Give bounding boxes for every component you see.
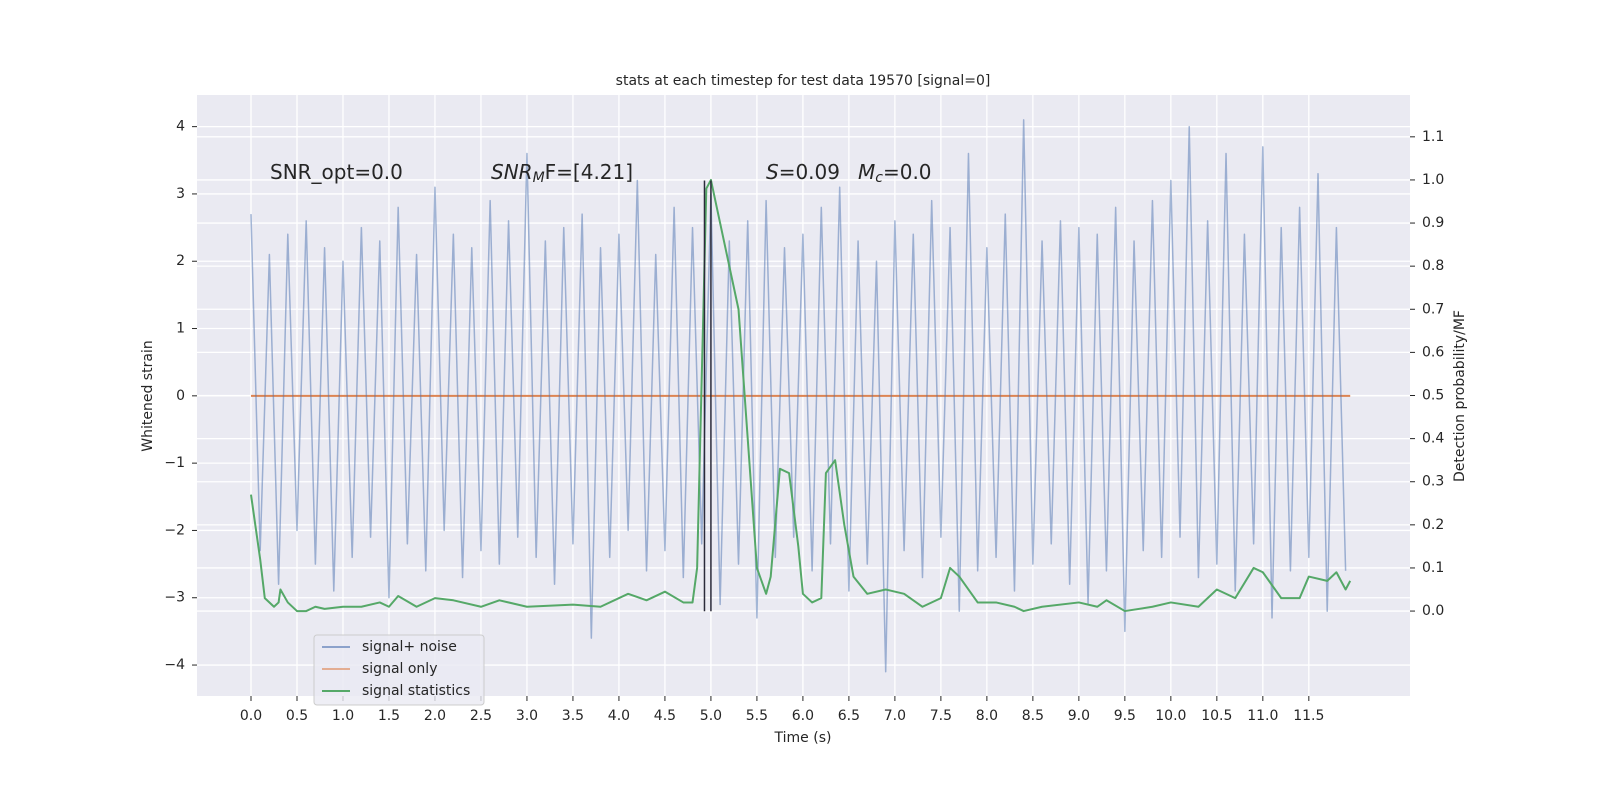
annotation-part: SNR_opt=0.0 <box>270 160 403 184</box>
y-tick-label: −4 <box>164 657 185 673</box>
x-tick-label: 4.5 <box>654 708 676 724</box>
annotation-part: S <box>766 160 779 184</box>
y-tick-label: −2 <box>164 522 185 538</box>
x-tick-label: 8.5 <box>1022 708 1044 724</box>
x-tick-label: 11.5 <box>1293 708 1324 724</box>
y2-tick-label: 0.6 <box>1422 344 1444 360</box>
y-axis-label: Whitened strain <box>140 340 156 451</box>
y-tick-label: 2 <box>176 253 185 269</box>
x-tick-label: 9.5 <box>1114 708 1136 724</box>
x-tick-label: 1.5 <box>378 708 400 724</box>
x-tick-label: 10.0 <box>1155 708 1186 724</box>
x-tick-label: 3.0 <box>516 708 538 724</box>
annotation: S=0.09 <box>766 160 840 184</box>
y2-tick-label: 0.8 <box>1422 258 1444 274</box>
series-line <box>250 119 1347 673</box>
annotation-part: SNR <box>491 160 533 184</box>
x-tick-label: 11.0 <box>1247 708 1278 724</box>
x-axis-label: Time (s) <box>774 730 832 746</box>
x-tick-label: 0.0 <box>240 708 262 724</box>
x-tick-label: 7.5 <box>930 708 952 724</box>
y2-tick-label: 0.0 <box>1422 603 1444 619</box>
annotation-part: F=[4.21] <box>545 160 633 184</box>
x-tick-label: 2.5 <box>470 708 492 724</box>
x-tick-label: 5.5 <box>746 708 768 724</box>
y2-tick-label: 1.0 <box>1422 172 1444 188</box>
legend-label: signal+ noise <box>362 639 457 655</box>
x-tick-label: 8.0 <box>976 708 998 724</box>
y2-tick-label: 0.2 <box>1422 517 1444 533</box>
x-tick-label: 10.5 <box>1201 708 1232 724</box>
annotation-part: c <box>875 170 883 186</box>
y2-tick-label: 0.9 <box>1422 215 1444 231</box>
x-tick-label: 3.5 <box>562 708 584 724</box>
x-tick-label: 0.5 <box>286 708 308 724</box>
annotation: SNRMF=[4.21] <box>491 160 633 187</box>
y-tick-label: 1 <box>176 321 185 337</box>
y2-tick-label: 0.4 <box>1422 431 1444 447</box>
x-tick-label: 6.5 <box>838 708 860 724</box>
y-tick-label: −3 <box>164 590 185 606</box>
legend-label: signal statistics <box>362 683 470 699</box>
annotation-part: =0.09 <box>779 160 840 184</box>
y2-tick-label: 0.7 <box>1422 301 1444 317</box>
y2-tick-label: 0.5 <box>1422 388 1444 404</box>
annotation: Mc=0.0 <box>858 160 932 187</box>
y-tick-label: 0 <box>176 388 185 404</box>
series-line <box>249 178 1352 613</box>
x-tick-label: 5.0 <box>700 708 722 724</box>
y2-tick-label: 0.1 <box>1422 560 1444 576</box>
annotation-part: M <box>858 160 875 184</box>
x-tick-label: 1.0 <box>332 708 354 724</box>
legend-label: signal only <box>362 661 437 677</box>
y2-tick-label: 1.1 <box>1422 129 1444 145</box>
annotation: SNR_opt=0.0 <box>270 160 403 184</box>
legend-box <box>313 634 485 706</box>
y2-axis-label: Detection probability/MF <box>1452 310 1468 482</box>
x-tick-label: 9.0 <box>1068 708 1090 724</box>
y-tick-label: 4 <box>176 119 185 135</box>
y2-tick-label: 0.3 <box>1422 474 1444 490</box>
x-tick-label: 7.0 <box>884 708 906 724</box>
x-tick-label: 4.0 <box>608 708 630 724</box>
chart-title: stats at each timestep for test data 195… <box>616 73 991 89</box>
x-tick-label: 2.0 <box>424 708 446 724</box>
x-tick-label: 6.0 <box>792 708 814 724</box>
annotation-part: =0.0 <box>883 160 932 184</box>
y-tick-label: 3 <box>176 186 185 202</box>
annotation-part: M <box>533 170 545 186</box>
y-tick-label: −1 <box>164 455 185 471</box>
